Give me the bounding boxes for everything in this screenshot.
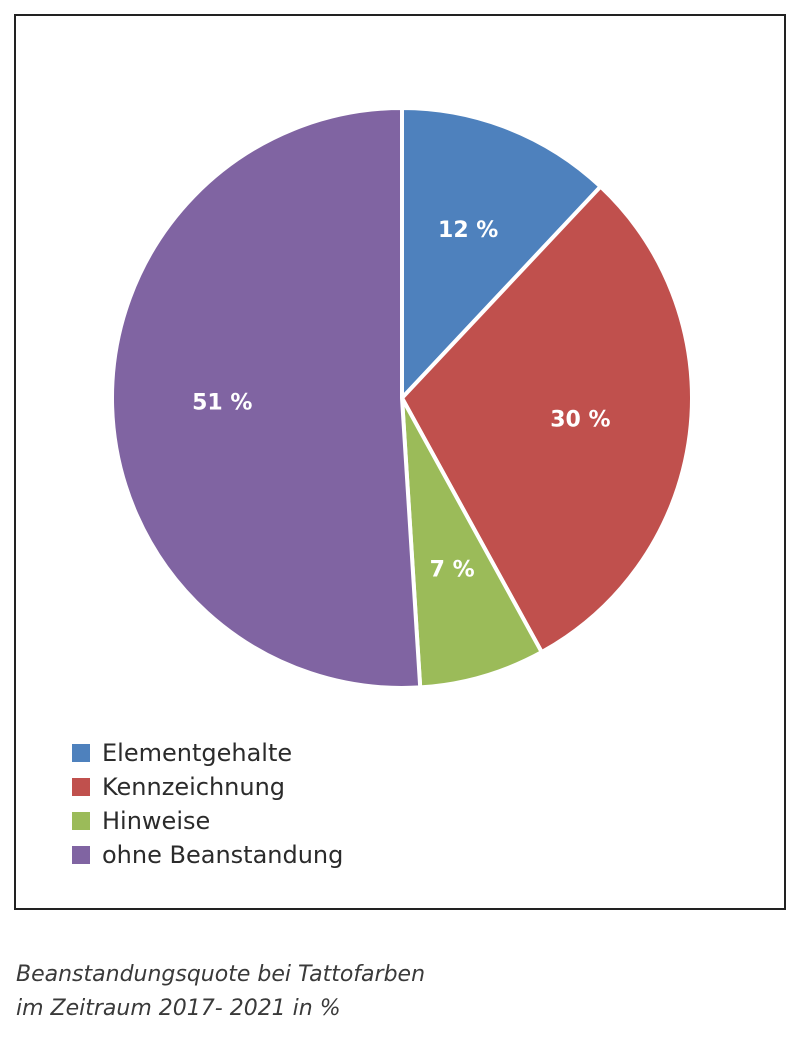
slice-value-label: 30 % (550, 408, 610, 433)
caption-line-1: Beanstandungsquote bei Tattofarben (16, 962, 426, 987)
caption-line-2: im Zeitraum 2017- 2021 in % (16, 996, 341, 1021)
legend-label: Elementgehalte (102, 739, 293, 767)
pie-slice-kennzeichnung (400, 184, 694, 655)
pie-slice-elementgehalte (400, 106, 603, 400)
legend-swatch (72, 744, 90, 762)
slice-value-label: 12 % (438, 218, 498, 243)
legend-item-hinweise: Hinweise (72, 804, 343, 838)
pie-slice-ohne-beanstandung (110, 106, 423, 690)
pie-slice-hinweise (400, 396, 544, 690)
legend-item-kennzeichnung: Kennzeichnung (72, 770, 343, 804)
legend-swatch (72, 846, 90, 864)
slice-value-label: 7 % (430, 558, 475, 583)
slice-value-label: 51 % (192, 391, 252, 416)
legend-swatch (72, 778, 90, 796)
legend-label: Hinweise (102, 807, 211, 835)
legend-label: Kennzeichnung (102, 773, 286, 801)
legend-swatch (72, 812, 90, 830)
pie-chart: 12 % 30 % 7 % 51 % (110, 106, 694, 690)
chart-legend: Elementgehalte Kennzeichnung Hinweise oh… (72, 736, 343, 872)
legend-item-elementgehalte: Elementgehalte (72, 736, 343, 770)
figure-caption: Beanstandungsquote bei Tattofarben im Ze… (16, 958, 425, 1026)
legend-item-ohne-beanstandung: ohne Beanstandung (72, 838, 343, 872)
legend-label: ohne Beanstandung (102, 841, 344, 869)
chart-frame: 12 % 30 % 7 % 51 % Elementgehalte Kennzeich… (14, 14, 786, 910)
